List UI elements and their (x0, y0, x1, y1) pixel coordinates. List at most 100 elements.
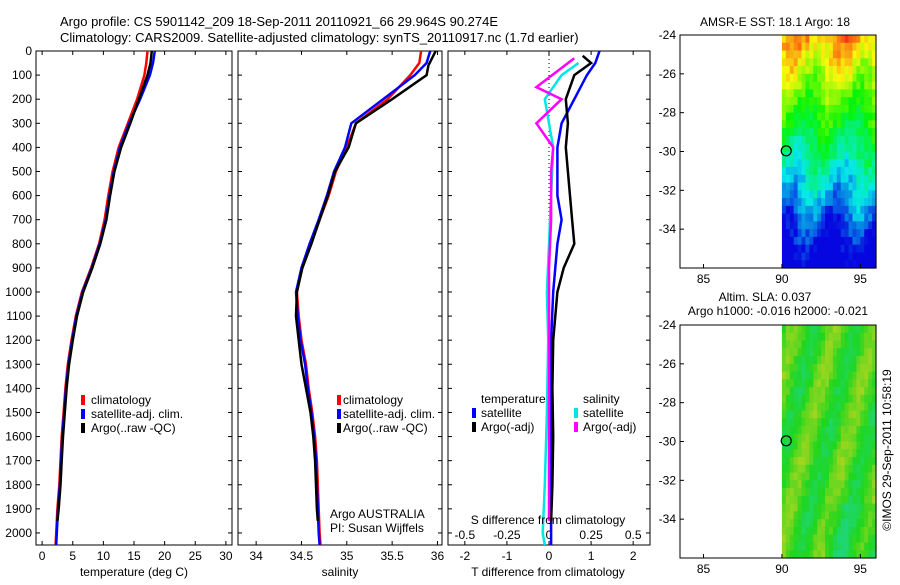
heatmap-cell (801, 236, 807, 246)
heatmap-cell (832, 348, 838, 357)
heatmap-cell (848, 363, 854, 373)
heatmap-cell (868, 387, 873, 396)
heatmap-cell (828, 394, 834, 404)
heatmap-cell (840, 66, 846, 75)
heatmap-cell (781, 174, 787, 184)
heatmap-cell (836, 542, 842, 551)
heatmap-cell (852, 457, 857, 466)
heatmap-cell (813, 81, 818, 90)
heatmap-cell (848, 519, 854, 528)
heatmap-cell (860, 511, 865, 520)
heatmap-cell (852, 542, 857, 551)
heatmap-cell (785, 457, 791, 466)
heatmap-cell (825, 143, 830, 153)
heatmap-cell (785, 550, 791, 559)
heatmap-cell (864, 402, 869, 412)
heatmap-cell (868, 120, 873, 129)
heatmap-cell (821, 457, 826, 466)
heatmap-cell (825, 104, 830, 114)
heatmap-cell (785, 120, 791, 129)
heatmap-cell (793, 89, 799, 98)
heatmap-cell (817, 73, 822, 83)
heatmap-cell (840, 198, 846, 207)
heatmap-cell (864, 457, 869, 466)
heatmap-cell (868, 167, 873, 176)
heatmap-cell (813, 244, 818, 254)
heatmap-cell (872, 542, 877, 551)
heatmap-cell (805, 66, 810, 75)
heatmap-cell (809, 151, 814, 160)
heatmap-cell (868, 325, 873, 334)
heatmap-cell (781, 402, 787, 412)
heatmap-cell (840, 89, 846, 98)
x-tick-label: -1 (502, 549, 513, 563)
heatmap-cell (856, 534, 861, 544)
heatmap-cell (813, 128, 818, 137)
heatmap-cell (828, 542, 834, 551)
heatmap-cell (793, 66, 799, 75)
heatmap-cell (848, 182, 854, 191)
heatmap-cell (844, 550, 850, 559)
heatmap-cell (797, 418, 803, 427)
heatmap-cell (797, 410, 803, 419)
heatmap-cell (813, 159, 818, 168)
heatmap-cell (860, 356, 865, 365)
heatmap-cell (840, 260, 846, 269)
heatmap-cell (789, 81, 795, 90)
heatmap-cell (828, 363, 834, 373)
heatmap-cell (805, 128, 810, 137)
heatmap-cell (793, 58, 799, 67)
heatmap-cell (821, 35, 826, 44)
heatmap-cell (848, 120, 854, 129)
heatmap-cell (801, 89, 807, 98)
heatmap-cell (864, 159, 869, 168)
heatmap-cell (781, 35, 787, 44)
heatmap-cell (860, 495, 865, 505)
heatmap-cell (856, 35, 861, 44)
heatmap-cell (828, 190, 834, 199)
heatmap-cell (836, 73, 842, 83)
heatmap-cell (860, 128, 865, 137)
heatmap-cell (809, 167, 814, 176)
heatmap-cell (809, 356, 814, 365)
heatmap-cell (825, 236, 830, 246)
heatmap-cell (781, 534, 787, 544)
heatmap-cell (828, 371, 834, 380)
heatmap-cell (852, 348, 857, 357)
heatmap-cell (864, 542, 869, 551)
heatmap-cell (860, 519, 865, 528)
heatmap-cell (856, 198, 861, 207)
heatmap-cell (848, 410, 854, 419)
heatmap-cell (817, 433, 822, 443)
heatmap-cell (817, 534, 822, 544)
heatmap-cell (813, 441, 818, 450)
heatmap-cell (785, 205, 791, 215)
heatmap-cell (781, 457, 787, 466)
heatmap-cell (793, 229, 799, 238)
heatmap-cell (840, 73, 846, 83)
heatmap-cell (868, 356, 873, 365)
heatmap-cell (844, 387, 850, 396)
heatmap-cell (805, 143, 810, 153)
heatmap-cell (872, 495, 877, 505)
heatmap-cell (872, 402, 877, 412)
heatmap-cell (864, 104, 869, 114)
heatmap-cell (789, 550, 795, 559)
heatmap-cell (801, 348, 807, 357)
heatmap-cell (793, 174, 799, 184)
heatmap-cell (852, 418, 857, 427)
heatmap-cell (825, 66, 830, 75)
heatmap-cell (813, 488, 818, 497)
heatmap-cell (856, 81, 861, 90)
heatmap-cell (864, 174, 869, 184)
difference-xlabel: T difference from climatology (471, 565, 625, 579)
heatmap-cell (848, 433, 854, 443)
heatmap-cell (809, 480, 814, 489)
sla-map-title-2: Argo h1000: -0.016 h2000: -0.021 (688, 304, 868, 318)
heatmap-cell (828, 174, 834, 184)
heatmap-cell (801, 128, 807, 137)
heatmap-cell (860, 73, 865, 83)
heatmap-cell (836, 112, 842, 122)
heatmap-cell (864, 325, 869, 334)
